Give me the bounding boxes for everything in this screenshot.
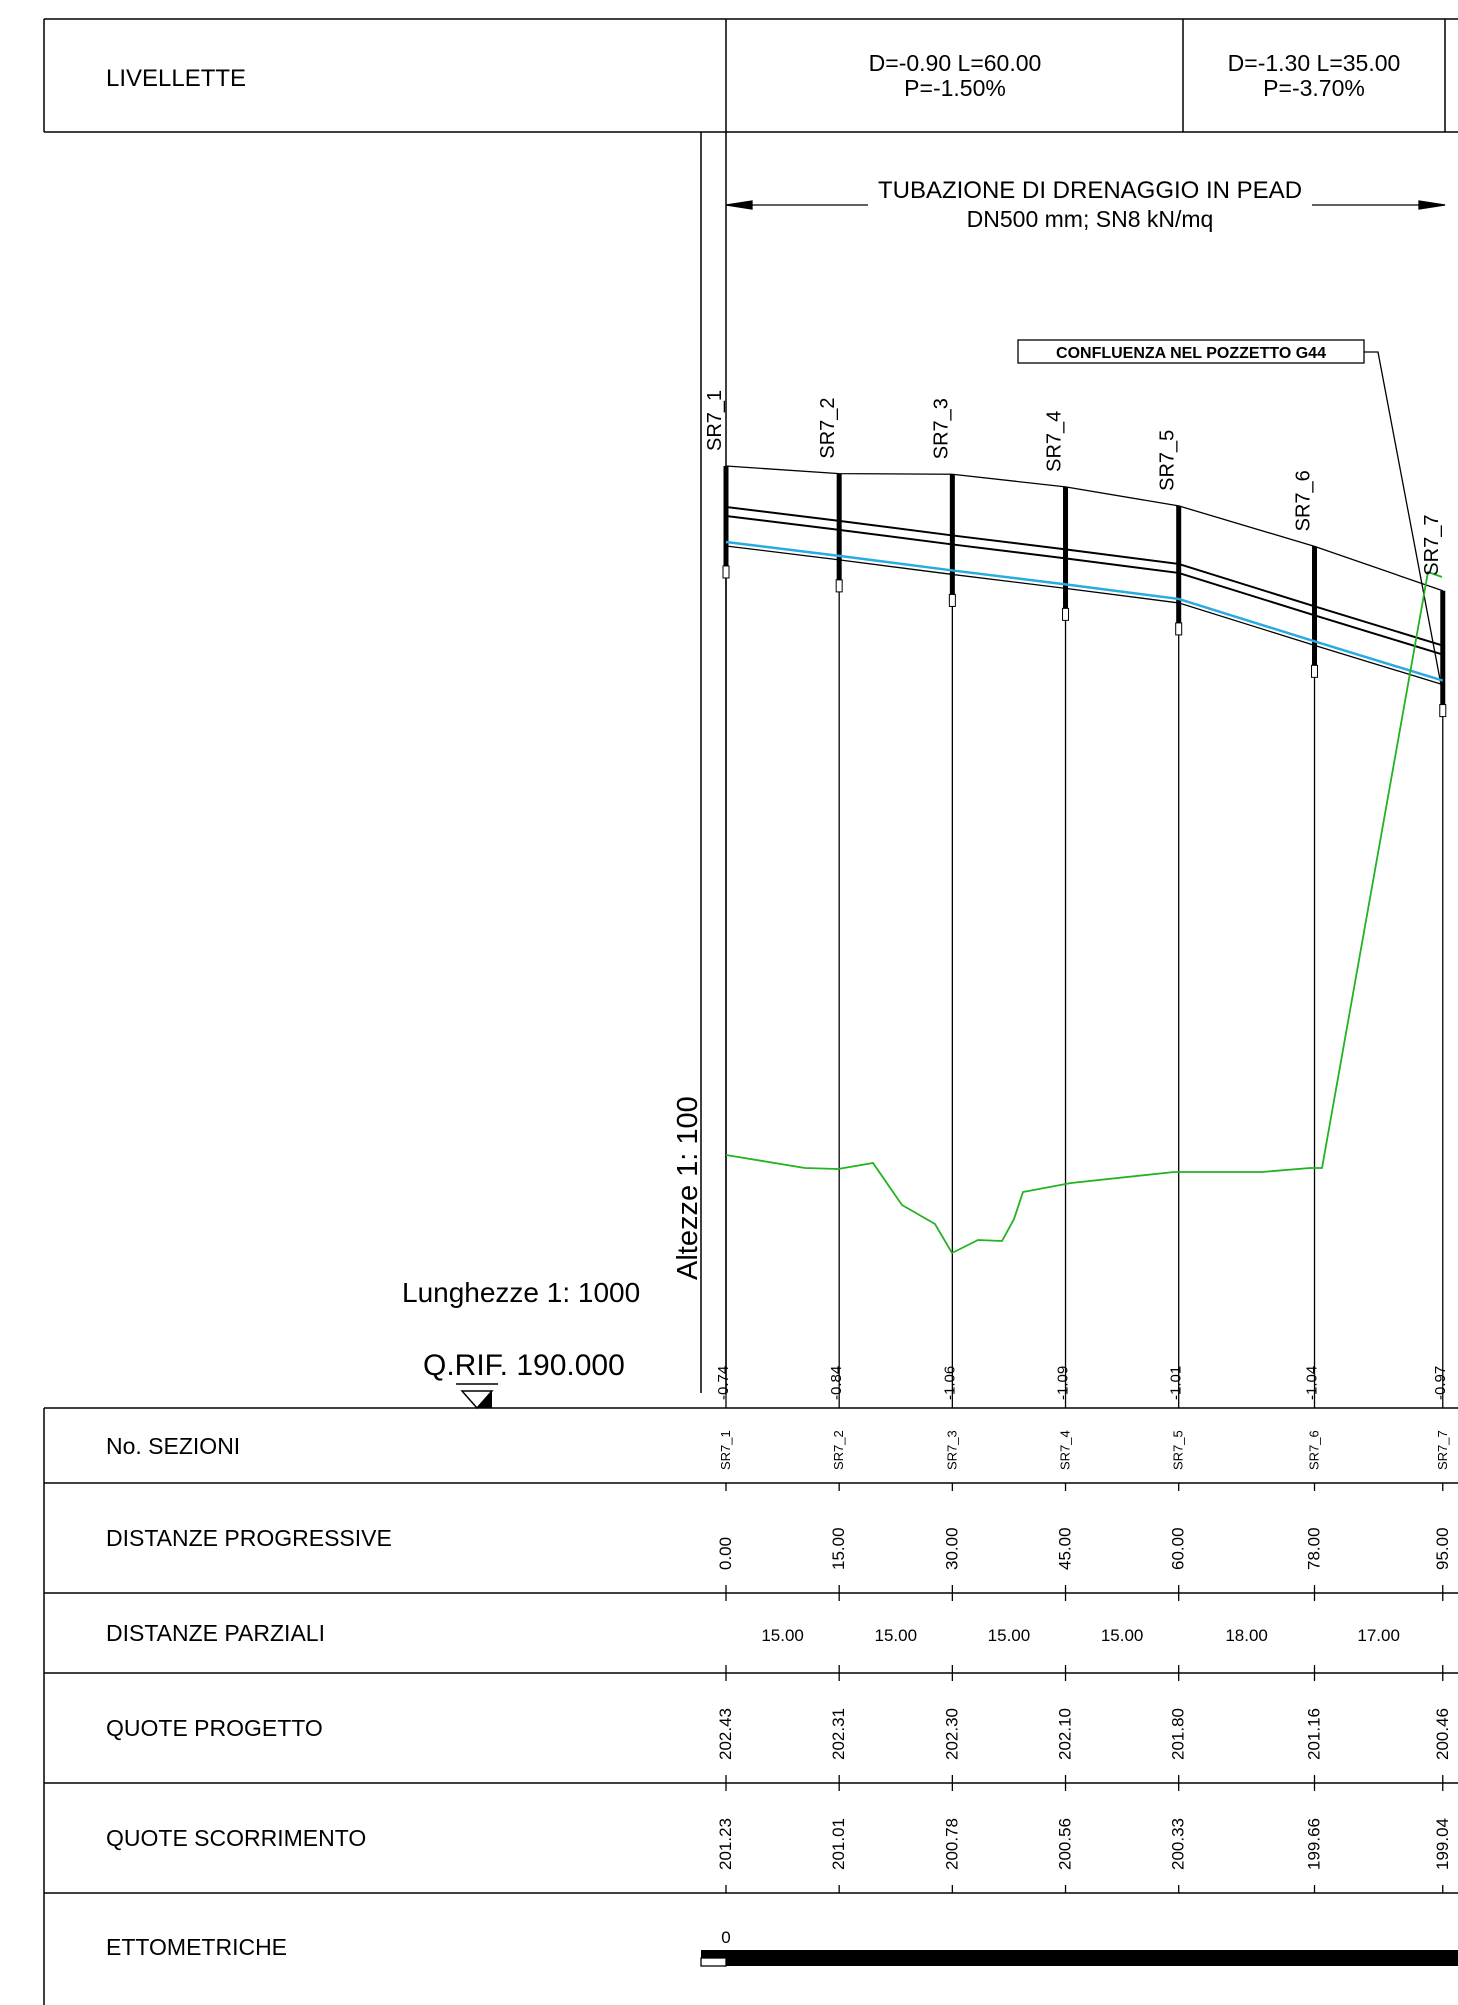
manhole-sump [722, 565, 730, 579]
confluence-callout [1017, 339, 1443, 691]
manhole-shaft [1063, 486, 1069, 609]
section-name: SR7_6 [1307, 1430, 1322, 1470]
progressive-distance: 15.00 [829, 1527, 848, 1570]
station-name: SR7_7 [1421, 515, 1443, 576]
quota-scorrimento: 200.78 [942, 1818, 961, 1870]
station-diff: -1.01 [1168, 1366, 1185, 1400]
scale-heights: Altezze 1: 100 [672, 1096, 704, 1280]
manhole-shaft [949, 474, 955, 595]
row-label-flow: QUOTE SCORRIMENTO [106, 1825, 366, 1851]
section-name: SR7_2 [831, 1430, 846, 1470]
livelletta-2-dl: D=-1.30 L=35.00 [1228, 50, 1401, 76]
manhole-shaft [1440, 590, 1446, 705]
livellette-table [43, 18, 1458, 133]
livelletta-1-slope: P=-1.50% [904, 75, 1006, 101]
pipe-bottom-line [725, 545, 1443, 686]
table-values: SR7_1 0.00 202.43 201.23 SR7_2 15.00 202.31 201… [716, 1430, 1452, 1893]
pipe-inner-line [725, 514, 1444, 656]
station-name: SR7_3 [930, 398, 952, 459]
progressive-distance: 95.00 [1433, 1527, 1452, 1570]
partial-distance: 18.00 [1225, 1626, 1268, 1645]
manhole-sump [948, 593, 956, 607]
quota-scorrimento: 199.66 [1305, 1818, 1324, 1870]
manhole-shaft [836, 473, 842, 580]
station-lines [722, 466, 1447, 1408]
section-name: SR7_3 [944, 1430, 959, 1470]
progressive-distance: 60.00 [1169, 1527, 1188, 1570]
station-name: SR7_4 [1044, 411, 1066, 472]
manhole-sump [1439, 704, 1447, 718]
section-name: SR7_7 [1435, 1430, 1450, 1470]
manhole-sump [1062, 607, 1070, 621]
quota-progetto: 202.31 [829, 1708, 848, 1760]
livelletta-2-slope: P=-3.70% [1263, 75, 1365, 101]
quota-scorrimento: 201.23 [716, 1818, 735, 1870]
quota-scorrimento: 200.56 [1056, 1818, 1075, 1870]
row-label-project: QUOTE PROGETTO [106, 1715, 323, 1741]
pipe-spec: DN500 mm; SN8 kN/mq [967, 206, 1214, 232]
pipe-invert-line [725, 540, 1444, 682]
ettometric-bar [700, 1950, 1458, 1967]
partial-distance: 15.00 [988, 1626, 1031, 1645]
quota-progetto: 201.80 [1169, 1708, 1188, 1760]
station-name: SR7_2 [817, 397, 839, 458]
ground-line [725, 465, 1443, 592]
progressive-distance: 78.00 [1305, 1527, 1324, 1570]
quota-scorrimento: 201.01 [829, 1818, 848, 1870]
manhole-sump [1175, 622, 1183, 636]
row-label-progressive: DISTANZE PROGRESSIVE [106, 1525, 392, 1551]
livelletta-1-dl: D=-0.90 L=60.00 [869, 50, 1042, 76]
profile-frame [700, 132, 727, 1393]
station-name: SR7_6 [1293, 470, 1315, 531]
manhole-sump [835, 579, 843, 593]
section-name: SR7_1 [718, 1430, 733, 1470]
partial-distance: 15.00 [761, 1626, 804, 1645]
station-diff: -1.09 [1055, 1366, 1072, 1400]
station-diff: -0.84 [828, 1366, 845, 1400]
scale-lengths: Lunghezze 1: 1000 [402, 1277, 640, 1308]
pipe-dimension-line [725, 200, 1446, 210]
profile-lines [725, 465, 1444, 1255]
row-label-partial: DISTANZE PARZIALI [106, 1620, 325, 1646]
row-label-sections: No. SEZIONI [106, 1433, 240, 1459]
station-diff: -0.74 [715, 1366, 732, 1400]
station-diff: -1.04 [1304, 1366, 1321, 1400]
progressive-distance: 0.00 [716, 1537, 735, 1570]
station-diff: -1.06 [941, 1366, 958, 1400]
station-name: SR7_5 [1157, 430, 1179, 491]
partial-distance: 15.00 [874, 1626, 917, 1645]
pipe-title: TUBAZIONE DI DRENAGGIO IN PEAD [878, 177, 1302, 204]
quota-scorrimento: 200.33 [1169, 1818, 1188, 1870]
progressive-distance: 45.00 [1056, 1527, 1075, 1570]
manhole-sump [1311, 664, 1319, 678]
terrain-line [725, 570, 1443, 1255]
quota-progetto: 202.10 [1056, 1708, 1075, 1760]
quota-scorrimento: 199.04 [1433, 1818, 1452, 1870]
station-labels: SR7_1 -0.74 SR7_2 -0.84 SR7_3 -1.06 SR7_4 -1.09… [704, 390, 1449, 1400]
reference-level: Q.RIF. 190.000 [423, 1349, 625, 1382]
row-label-ettometric: ETTOMETRICHE [106, 1934, 287, 1960]
quota-progetto: 200.46 [1433, 1708, 1452, 1760]
quota-progetto: 202.30 [942, 1708, 961, 1760]
confluence-label: CONFLUENZA NEL POZZETTO G44 [1056, 345, 1326, 362]
section-name: SR7_4 [1058, 1430, 1073, 1470]
progressive-distance: 30.00 [942, 1527, 961, 1570]
ettometric-start: 0 [721, 1928, 730, 1947]
pipe-crown-line [725, 505, 1444, 647]
partial-distance: 15.00 [1101, 1626, 1144, 1645]
section-name: SR7_5 [1171, 1430, 1186, 1470]
quota-progetto: 202.43 [716, 1708, 735, 1760]
quota-progetto: 201.16 [1305, 1708, 1324, 1760]
data-table [43, 1407, 1458, 2005]
reference-marker-icon [456, 1383, 498, 1410]
station-name: SR7_1 [704, 390, 726, 451]
livellette-label: LIVELLETTE [106, 65, 246, 92]
partial-distance: 17.00 [1357, 1626, 1400, 1645]
station-diff: -0.97 [1432, 1366, 1449, 1400]
